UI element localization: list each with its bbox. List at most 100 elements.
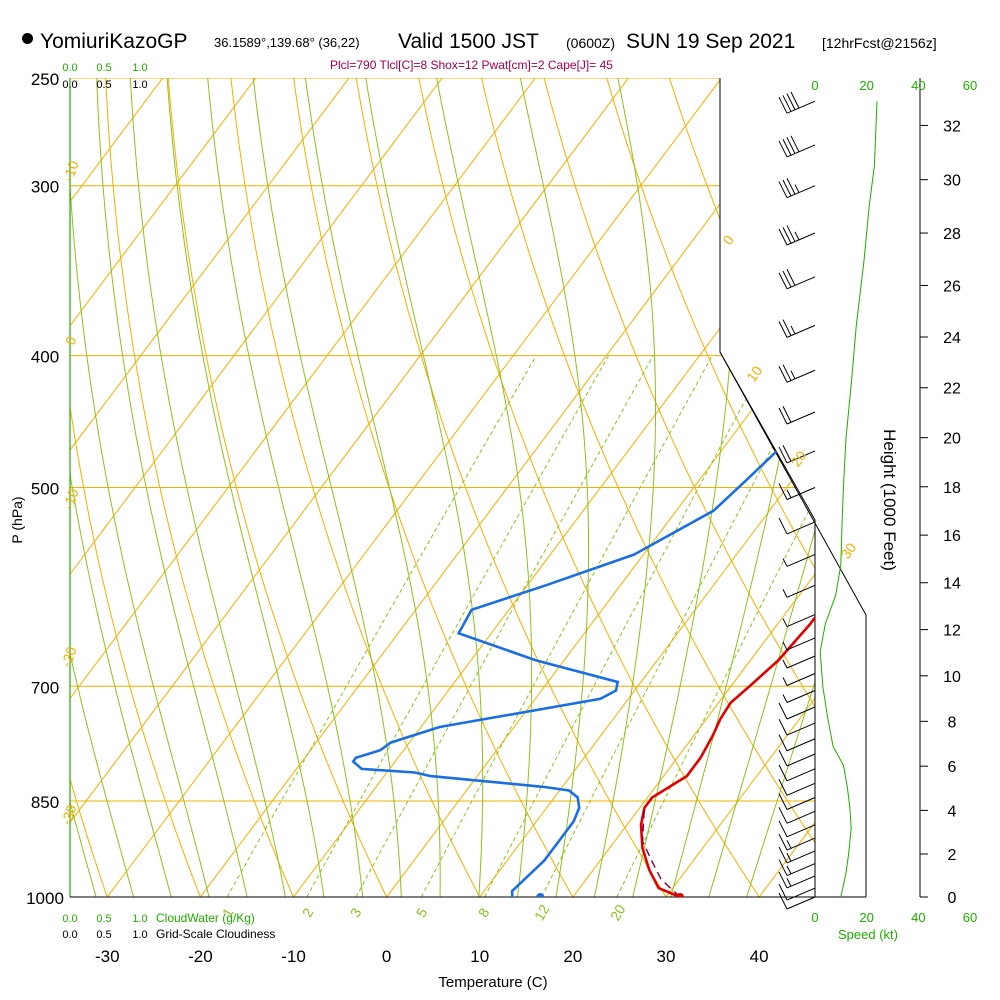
wind-barb-flag bbox=[778, 807, 788, 824]
valid-time: Valid 1500 JST bbox=[398, 30, 539, 53]
wind-barb-shaft bbox=[786, 768, 816, 782]
cloudiness-label: Grid-Scale Cloudiness bbox=[156, 927, 275, 941]
speed-axis-bottom-label: 60 bbox=[963, 910, 977, 925]
wind-barb-shaft bbox=[786, 411, 816, 425]
height-tick-label: 24 bbox=[943, 330, 961, 347]
isotherm bbox=[70, 78, 449, 897]
wind-barb-half-flag bbox=[790, 325, 796, 335]
isotherm bbox=[70, 78, 542, 897]
speed-axis-top-label: 0 bbox=[811, 78, 818, 93]
wind-barb bbox=[778, 859, 816, 877]
wind-barb-flag bbox=[790, 91, 800, 109]
wind-barb-half-flag bbox=[782, 694, 788, 703]
wind-barb-half-flag bbox=[786, 878, 792, 887]
wind-barb bbox=[778, 820, 816, 838]
cloud-scale-bottom-black: 1.0 bbox=[132, 929, 147, 941]
dry-adiabat bbox=[925, 0, 1000, 926]
mixing-ratio-line bbox=[306, 355, 609, 897]
hodo-region bbox=[719, 78, 867, 897]
pressure-tick-label: 1000 bbox=[26, 889, 64, 908]
wind-barb bbox=[778, 135, 816, 158]
wind-barb-flag bbox=[778, 718, 788, 736]
forecast-info: [12hrFcst@2156z] bbox=[822, 35, 937, 51]
wind-barb bbox=[778, 319, 816, 338]
y-axis-title: P (hPa) bbox=[9, 496, 25, 543]
wind-barb-shaft bbox=[786, 584, 816, 598]
site-coordinates: 36.1589°,139.68° (36,22) bbox=[214, 35, 360, 50]
wind-barb-flag bbox=[778, 321, 788, 338]
wind-barb bbox=[782, 637, 816, 651]
moist-adiabat bbox=[625, 78, 736, 897]
profile-lines bbox=[351, 100, 815, 897]
isotherm bbox=[70, 78, 169, 897]
pressure-tick-label: 500 bbox=[31, 480, 59, 499]
wind-barb-flag bbox=[782, 139, 792, 156]
moist-adiabat bbox=[0, 0, 67, 926]
speed-panel-boundary bbox=[719, 351, 867, 897]
wind-barb-flag bbox=[778, 181, 788, 198]
cloud-scale-top-green: 0.5 bbox=[96, 62, 111, 74]
mixing-ratio-label: 2 bbox=[299, 905, 317, 920]
wind-barb bbox=[778, 749, 816, 767]
isotherm bbox=[550, 78, 815, 897]
wind-barb bbox=[782, 614, 816, 628]
wind-barb-half-flag bbox=[786, 852, 792, 862]
height-tick-label: 30 bbox=[943, 173, 961, 190]
pressure-tick-label: 700 bbox=[31, 678, 59, 697]
wind-barb-shaft bbox=[786, 810, 816, 824]
isotherm-label: -10 bbox=[60, 158, 82, 183]
wind-barb-shaft bbox=[786, 185, 816, 199]
moist-adiabat bbox=[70, 78, 180, 897]
wind-barb bbox=[778, 364, 816, 383]
moist-adiabat bbox=[494, 78, 589, 897]
wind-barb bbox=[778, 406, 816, 425]
wind-barb bbox=[778, 483, 816, 500]
wind-barb-half-flag bbox=[786, 489, 792, 499]
moist-adiabat bbox=[737, 78, 815, 897]
moist-adiabat bbox=[347, 78, 484, 897]
wind-barb-shaft bbox=[786, 722, 816, 736]
wind-barb-shaft bbox=[786, 637, 816, 651]
wind-barb-shaft bbox=[786, 450, 816, 464]
dry-adiabat bbox=[572, 78, 815, 897]
wind-barb-half-flag bbox=[782, 618, 788, 627]
height-tick-label: 8 bbox=[948, 714, 957, 731]
wind-barb-flag bbox=[786, 137, 796, 154]
wind-barb-flag bbox=[778, 228, 788, 246]
pressure-tick-label: 850 bbox=[31, 793, 59, 812]
cloud-scale-bottom-green: 0.5 bbox=[96, 913, 111, 925]
wind-barb-shaft bbox=[786, 553, 816, 567]
dry-adiabat bbox=[984, 0, 1000, 926]
temperature-tick-label: 10 bbox=[470, 947, 489, 966]
wind-barb bbox=[778, 702, 816, 720]
wind-barb-flag bbox=[786, 93, 796, 110]
isotherm bbox=[70, 78, 728, 897]
wind-barb-flag bbox=[778, 779, 788, 796]
wind-barb-flag bbox=[778, 446, 788, 464]
dry-adiabat bbox=[160, 78, 402, 897]
site-name: YomiuriKazoGP bbox=[40, 30, 188, 53]
wind-barb-half-flag bbox=[782, 589, 788, 598]
isotherm-label: -10 bbox=[60, 486, 82, 511]
wind-barb bbox=[778, 793, 816, 810]
wind-barb-shaft bbox=[786, 875, 816, 889]
height-tick-label: 0 bbox=[948, 890, 957, 907]
moist-adiabat bbox=[198, 78, 366, 897]
isotherm bbox=[643, 78, 815, 897]
valid-time-utc: (0600Z) bbox=[566, 35, 616, 51]
wind-barb-flag bbox=[782, 364, 792, 381]
temperature-tick-label: -30 bbox=[95, 947, 120, 966]
wind-barb-shaft bbox=[786, 144, 816, 158]
dewpoint-line bbox=[351, 100, 815, 897]
pressure-tick-label: 300 bbox=[31, 178, 59, 197]
moist-adiabat bbox=[414, 78, 533, 897]
valid-date: SUN 19 Sep 2021 bbox=[626, 30, 796, 53]
stability-indices: Plcl=790 Tlcl[C]=8 Shox=12 Pwat[cm]=2 Ca… bbox=[330, 58, 613, 72]
mixing-ratio-line bbox=[226, 355, 537, 897]
wind-barb-flag bbox=[778, 96, 788, 114]
wind-barb-flag bbox=[778, 793, 788, 810]
wind-barb bbox=[778, 892, 816, 910]
